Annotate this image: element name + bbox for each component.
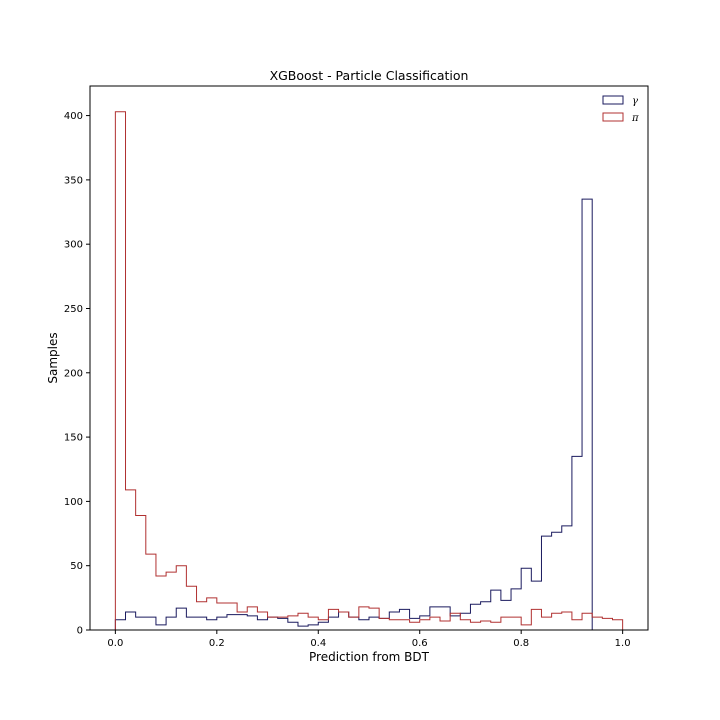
histogram-series-1 [114,111,624,630]
histogram-layer [114,111,624,631]
legend-label-gamma: γ [632,96,638,107]
y-tick-label: 250 [64,304,83,315]
y-tick-label: 350 [64,175,83,186]
legend-label-pi: π [631,113,639,124]
x-axis-label: Prediction from BDT [309,650,430,664]
legend: γ π [602,95,639,124]
legend-swatch-gamma [602,95,624,105]
y-tick-label: 400 [64,111,83,122]
chart-title: XGBoost - Particle Classification [270,68,469,83]
x-axis: 0.0 0.2 0.4 0.6 0.8 1.0 [107,630,631,649]
x-tick-label: 0.8 [513,638,529,649]
x-tick-label: 0.4 [310,638,326,649]
x-tick-label: 0.6 [412,638,428,649]
y-tick-label: 0 [77,626,83,637]
y-tick-label: 50 [70,561,83,572]
x-tick-label: 0.0 [107,638,123,649]
plot-frame [89,85,649,631]
y-tick-label: 100 [64,497,83,508]
y-tick-label: 200 [64,368,83,379]
y-axis-label: Samples [46,332,60,383]
histogram-series-0 [114,198,623,631]
y-axis: 0 50 100 150 200 250 300 350 400 [64,111,90,637]
x-tick-label: 1.0 [615,638,631,649]
x-tick-label: 0.2 [209,638,225,649]
legend-swatch-pi [602,112,624,122]
y-tick-label: 300 [64,240,83,251]
y-tick-label: 150 [64,433,83,444]
